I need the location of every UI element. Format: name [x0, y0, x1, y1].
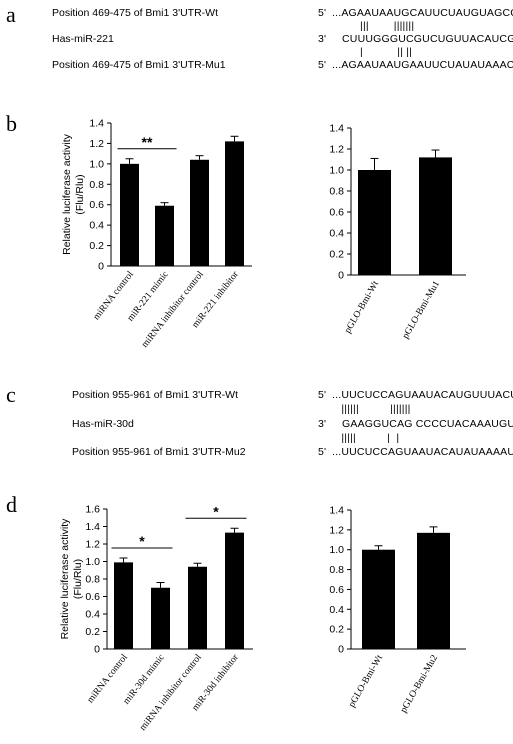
y-axis-label: (Flu/Rlu) [74, 174, 86, 214]
alignment-row-label: Position 955-961 of Bmi1 3'UTR-Wt [72, 389, 238, 401]
y-tick-label: 1.4 [329, 505, 344, 517]
y-tick-label: 1.0 [329, 544, 344, 556]
y-tick-label: 0.6 [85, 591, 100, 603]
alignment-row-label: Has-miR-30d [72, 418, 134, 430]
y-axis-label: (Flu/Rlu) [72, 559, 84, 599]
bar [120, 163, 139, 266]
bar [362, 549, 395, 649]
bar [225, 532, 244, 649]
alignment-prefix: 5' [318, 389, 327, 401]
alignment-row-label: Position 955-961 of Bmi1 3'UTR-Mu2 [72, 446, 246, 458]
y-tick-label: 0.2 [89, 240, 104, 252]
bar [155, 205, 174, 266]
y-tick-label: 0.4 [329, 604, 344, 616]
y-tick-label: 0.2 [85, 626, 100, 638]
alignment-prefix: 5' [318, 59, 327, 71]
alignment-sequence: ...UUCUCCAGUAAUACAUGUUUACU... [332, 389, 513, 401]
alignment-prefix: 5' [318, 446, 327, 458]
bar [190, 159, 209, 266]
y-tick-label: 0 [98, 261, 104, 273]
pairing-lines: ||||| | | [332, 432, 400, 444]
alignment-row-label: Position 469-475 of Bmi1 3'UTR-Mu1 [52, 59, 226, 71]
y-tick-label: 0 [94, 644, 100, 656]
category-label: miRNA inhibitor control [138, 652, 204, 732]
pairing-lines: | || || [332, 46, 413, 58]
y-tick-label: 0.2 [329, 249, 344, 261]
category-label: pGLO-Bmi-Wt [347, 653, 385, 709]
y-tick-label: 0.6 [329, 584, 344, 596]
y-tick-label: 1.4 [329, 123, 344, 135]
alignment-sequence: CUUUGGGUCGUCUGUUACAUCGA [342, 33, 513, 45]
alignment-prefix: 3' [318, 418, 327, 430]
y-axis-label: Relative luciferase activity [59, 518, 71, 640]
y-tick-label: 0.8 [329, 186, 344, 198]
y-tick-label: 1.2 [85, 539, 100, 551]
y-tick-label: 0.4 [89, 220, 104, 232]
panel-letter-b: b [6, 111, 17, 136]
category-label: pGLO-Bmi-Wt [343, 279, 381, 335]
alignment-prefix: 3' [318, 33, 327, 45]
y-tick-label: 1.6 [85, 504, 100, 516]
y-tick-label: 1.0 [89, 158, 104, 170]
bar [225, 141, 244, 266]
pairing-lines: ||| ||||||| [332, 20, 415, 32]
significance-label: ** [142, 134, 153, 150]
y-tick-label: 0.6 [329, 207, 344, 219]
y-tick-label: 1.2 [329, 524, 344, 536]
panel-letter-a: a [6, 2, 16, 27]
alignment-sequence: ...UUCUCCAGUAAUACAUAUAAAAU... [332, 446, 513, 458]
y-tick-label: 0 [338, 644, 344, 656]
bar [188, 566, 207, 649]
category-label: pGLO-Bmi-Mu2 [399, 653, 440, 714]
y-tick-label: 0.6 [89, 199, 104, 211]
alignment-sequence: ...AGAAUAAUGAAUUCUAUAUAAAC... [332, 59, 513, 71]
bar [417, 532, 450, 649]
alignment-row-label: Has-miR-221 [52, 33, 114, 45]
pairing-lines: |||||| ||||||| [332, 403, 411, 415]
y-tick-label: 1.2 [329, 144, 344, 156]
y-tick-label: 0.2 [329, 624, 344, 636]
category-label: miRNA inhibitor control [140, 269, 206, 349]
panel-letter-d: d [6, 492, 17, 517]
bar [151, 587, 170, 649]
y-tick-label: 0.4 [329, 228, 344, 240]
y-tick-label: 1.4 [85, 521, 100, 533]
significance-label: * [213, 503, 219, 519]
y-tick-label: 1.0 [85, 556, 100, 568]
y-tick-label: 0.8 [329, 564, 344, 576]
y-tick-label: 0.8 [89, 179, 104, 191]
category-label: pGLO-Bmi-Mu1 [401, 279, 442, 340]
panel-letter-c: c [6, 382, 16, 407]
bar [419, 157, 452, 275]
y-tick-label: 0 [338, 270, 344, 282]
alignment-sequence: GAAGGUCAG CCCCUACAAAUGU [342, 418, 513, 430]
y-tick-label: 1.0 [329, 165, 344, 177]
bar [358, 170, 391, 275]
y-tick-label: 1.4 [89, 118, 104, 130]
significance-label: * [139, 533, 145, 549]
alignment-sequence: ...AGAAUAAUGCAUUCUAUGUAGCC... [332, 7, 513, 19]
y-tick-label: 0.4 [85, 609, 100, 621]
alignment-prefix: 5' [318, 7, 327, 19]
y-tick-label: 1.2 [89, 138, 104, 150]
y-axis-label: Relative luciferase activity [61, 133, 73, 255]
bar [114, 562, 133, 649]
alignment-row-label: Position 469-475 of Bmi1 3'UTR-Wt [52, 7, 218, 19]
y-tick-label: 0.8 [85, 574, 100, 586]
